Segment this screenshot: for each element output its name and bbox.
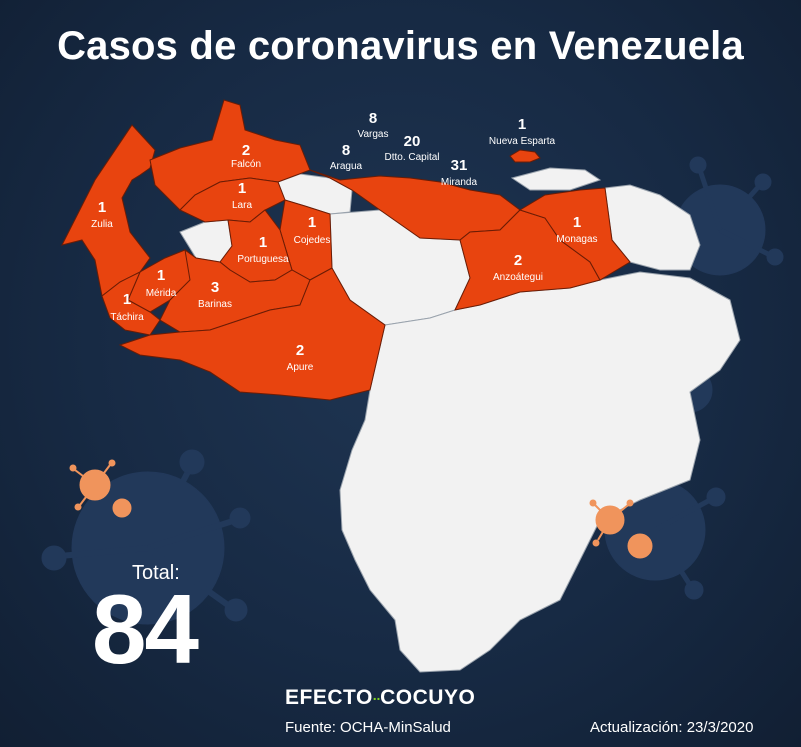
state-count-anzoategui: 2 (514, 252, 522, 269)
state-name-aragua: Aragua (330, 161, 363, 172)
virus-decoration-orange (69, 459, 653, 559)
state-count-aragua: 8 (342, 142, 350, 159)
brand-logo-right: COCUYO (380, 686, 476, 709)
state-name-zulia: Zulia (91, 219, 113, 230)
state-count-vargas: 8 (369, 110, 377, 127)
state-count-nueva-esparta: 1 (518, 116, 526, 133)
region-bolivar-amazonas (339, 271, 741, 673)
state-count-zulia: 1 (98, 199, 106, 216)
region-monagas (518, 187, 631, 281)
state-count-dtto-capital: 20 (404, 133, 421, 150)
state-count-miranda: 31 (451, 157, 468, 174)
region-zulia (61, 124, 156, 297)
state-count-apure: 2 (296, 342, 304, 359)
state-name-monagas: Monagas (556, 234, 597, 245)
total-value: 84 (92, 574, 199, 684)
state-name-cojedes: Cojedes (294, 235, 331, 246)
region-nueva-esparta-island (510, 167, 602, 191)
state-labels: 1 Zulia 2 Falcón 1 Lara 1 Cojedes 1 Port… (91, 110, 597, 373)
state-count-falcon: 2 (242, 142, 250, 159)
state-count-lara: 1 (238, 180, 246, 197)
brand-logo: EFECTO··COCUYO (285, 686, 475, 710)
state-count-cojedes: 1 (308, 214, 316, 231)
state-name-barinas: Barinas (198, 299, 232, 310)
state-count-barinas: 3 (211, 279, 219, 296)
total-label: Total: (132, 562, 180, 584)
source-credit: Fuente: OCHA-MinSalud (285, 719, 451, 736)
state-count-monagas: 1 (573, 214, 581, 231)
page-title: Casos de coronavirus en Venezuela (57, 24, 744, 68)
state-name-lara: Lara (232, 200, 252, 211)
state-name-miranda: Miranda (441, 177, 478, 188)
update-date: Actualización: 23/3/2020 (590, 719, 754, 736)
state-name-dtto-capital: Dtto. Capital (384, 152, 439, 163)
state-name-vargas: Vargas (358, 129, 389, 140)
region-nueva-esparta (509, 149, 541, 163)
state-name-nueva-esparta: Nueva Esparta (489, 136, 556, 147)
region-apure (118, 267, 386, 401)
state-count-portuguesa: 1 (259, 234, 267, 251)
state-count-merida: 1 (157, 267, 165, 284)
state-count-tachira: 1 (123, 291, 131, 308)
state-name-falcon: Falcón (231, 159, 261, 170)
state-name-apure: Apure (287, 362, 314, 373)
state-name-portuguesa: Portuguesa (237, 254, 289, 265)
brand-logo-left: EFECTO (285, 686, 373, 709)
brand-logo-dots: ·· (372, 690, 381, 707)
state-name-anzoategui: Anzoátegui (493, 272, 543, 283)
affected-regions (61, 99, 631, 401)
region-tachira (101, 270, 161, 336)
state-name-merida: Mérida (146, 288, 177, 299)
state-name-tachira: Táchira (110, 312, 144, 323)
